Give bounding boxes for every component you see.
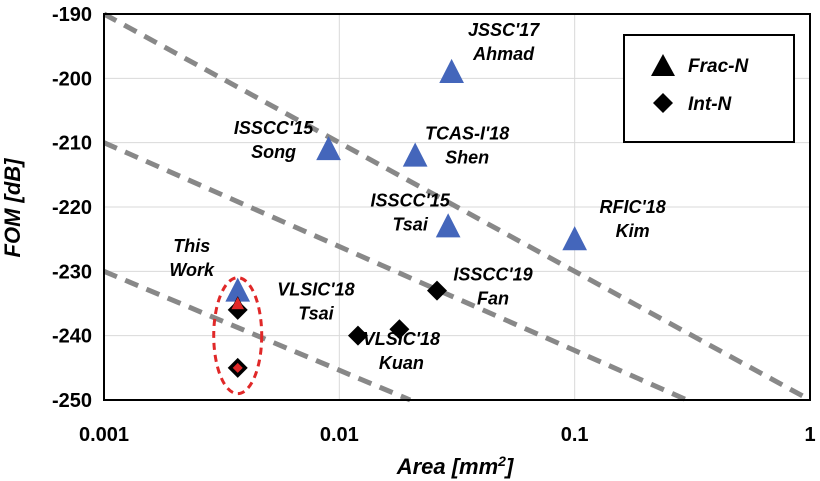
- frac-n-point: [439, 58, 464, 83]
- this-work-highlight: [212, 276, 264, 396]
- frac-n-point: [316, 136, 341, 161]
- reference-line: [102, 11, 812, 403]
- point-label-line: Song: [251, 142, 296, 162]
- reference-line: [102, 140, 688, 403]
- frac-n-point: [435, 213, 461, 238]
- point-label-line: Kim: [616, 221, 650, 241]
- point-label-line: Fan: [477, 289, 509, 309]
- y-tick-label: -230: [52, 261, 92, 283]
- point-label-line: TCAS-I'18: [425, 124, 509, 144]
- frac-n-point: [225, 277, 251, 302]
- int-n-point: [389, 319, 410, 340]
- x-tick-label: 0.1: [561, 424, 589, 446]
- int-n-point: [426, 280, 447, 301]
- legend-triangle-icon: [651, 54, 675, 76]
- point-label: VLSIC'18 Kuan: [363, 329, 440, 373]
- point-label-line: JSSC'17: [468, 20, 540, 40]
- point-label-line: This: [173, 236, 210, 256]
- legend-diamond-icon: [653, 93, 673, 113]
- legend-box: [623, 34, 795, 143]
- point-label: JSSC'17 Ahmad: [468, 20, 540, 64]
- y-tick-label: -250: [52, 390, 92, 412]
- point-label-line: Tsai: [392, 214, 428, 234]
- point-label-line: Ahmad: [472, 44, 535, 64]
- point-label: VLSIC'18 Tsai: [277, 280, 354, 324]
- frac-n-point: [402, 142, 428, 167]
- plot-frame: [103, 13, 811, 401]
- tick-labels: 0.001 0.01 0.1 1 -190 -200 -210 -220 -230 -240 -25…: [52, 4, 816, 446]
- point-label-line: ISSCC'15: [370, 190, 450, 210]
- int-n-point: [347, 325, 368, 346]
- point-label: ISSCC'19 Fan: [453, 265, 532, 309]
- x-axis-title: Area [mm2]: [396, 453, 514, 479]
- point-label: This Work: [169, 236, 215, 280]
- this-work-point: [230, 295, 245, 310]
- legend-label-int-n: Int-N: [688, 94, 733, 115]
- point-label-line: ISSCC'15: [234, 118, 314, 138]
- y-tick-label: -220: [52, 197, 92, 219]
- int-n-point: [227, 299, 248, 320]
- point-label: ISSCC'15 Song: [234, 118, 314, 162]
- frac-n-point: [562, 226, 588, 251]
- legend: Frac-N Int-N: [623, 34, 795, 143]
- point-label-line: RFIC'18: [600, 197, 666, 217]
- x-tick-label: 0.01: [320, 424, 359, 446]
- y-tick-label: -200: [52, 68, 92, 90]
- point-annotations: JSSC'17 Ahmad ISSCC'15 Song TCAS-I'18 Shen ISS…: [169, 20, 665, 373]
- point-label-line: VLSIC'18: [363, 329, 440, 349]
- point-label: TCAS-I'18 Shen: [425, 124, 509, 168]
- y-tick-label: -190: [52, 4, 92, 26]
- point-label-line: Work: [169, 260, 215, 280]
- point-label: ISSCC'15 Tsai: [370, 190, 450, 234]
- point-label-line: Shen: [445, 148, 489, 168]
- reference-line: [103, 269, 412, 403]
- y-tick-label: -240: [52, 326, 92, 348]
- point-label-line: Kuan: [379, 353, 424, 373]
- y-tick-label: -210: [52, 133, 92, 155]
- legend-label-frac-n: Frac-N: [688, 56, 749, 77]
- x-tick-label: 0.001: [79, 424, 129, 446]
- point-label: RFIC'18 Kim: [600, 197, 666, 241]
- point-label-line: ISSCC'19: [453, 265, 532, 285]
- this-work-point: [232, 362, 243, 373]
- reference-lines: [102, 11, 812, 403]
- data-points: [212, 58, 588, 396]
- y-axis-title: FOM [dB]: [0, 158, 25, 258]
- x-tick-label: 1: [804, 424, 815, 446]
- point-label-line: Tsai: [298, 304, 334, 324]
- point-label-line: VLSIC'18: [277, 280, 354, 300]
